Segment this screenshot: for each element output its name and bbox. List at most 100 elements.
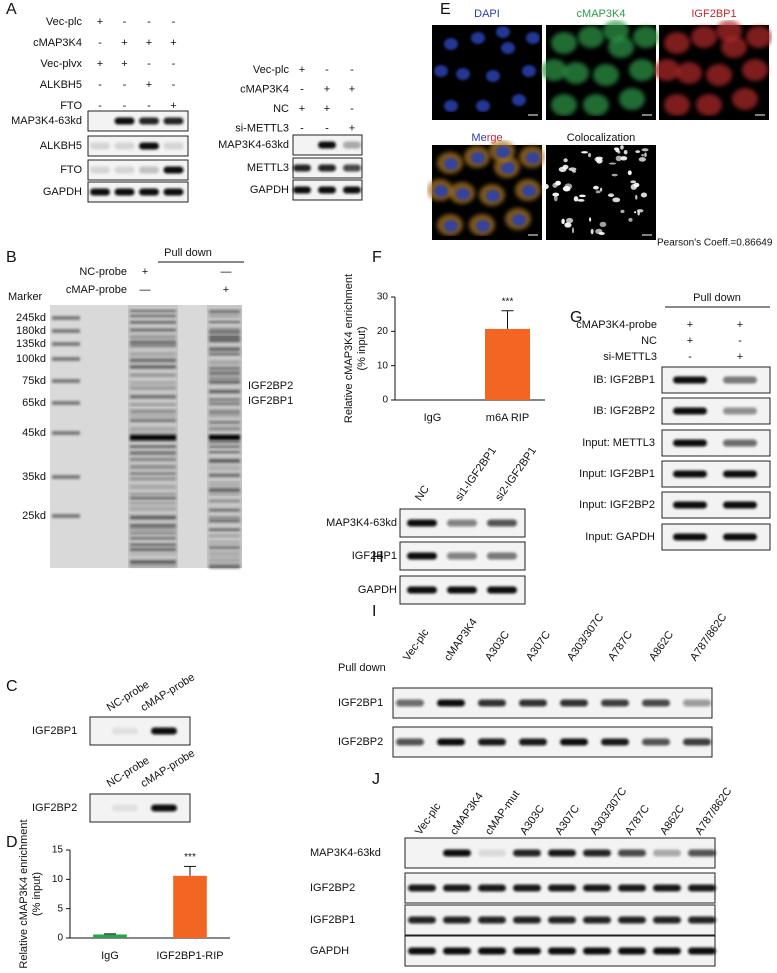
blot-band <box>318 186 336 194</box>
gel-band <box>130 365 176 369</box>
blot-band <box>583 849 611 857</box>
y-tick-label: 0 <box>382 395 388 406</box>
cell-body <box>583 94 609 116</box>
blot-band <box>447 586 477 594</box>
condition-sign: + <box>97 16 103 28</box>
blot-band <box>408 916 436 924</box>
marker-label: 135kd <box>16 338 46 350</box>
lane-label: si2-IGF2BP1 <box>493 445 539 503</box>
bar <box>485 328 530 400</box>
blot-band <box>683 738 711 746</box>
blot-band <box>673 439 707 447</box>
nucleus <box>476 100 490 112</box>
blot-band <box>478 738 506 746</box>
merge-part: Me <box>471 132 486 144</box>
blot-label: GAPDH <box>43 186 82 198</box>
blot-band <box>407 519 437 527</box>
marker-label: 75kd <box>22 375 46 387</box>
condition-sign: + <box>97 58 103 70</box>
gel-band <box>130 472 176 475</box>
marker-label: 100kd <box>16 353 46 365</box>
panel-label: C <box>6 678 18 695</box>
cell-body <box>633 26 659 48</box>
blot-band <box>114 166 135 174</box>
blot-label: FTO <box>60 164 82 176</box>
gel-band <box>209 451 240 454</box>
cell-body <box>706 64 732 86</box>
lane-label: A303C <box>518 803 547 837</box>
gel-band <box>130 445 176 448</box>
nucleus <box>434 185 448 197</box>
condition-label: si-METTL3 <box>603 351 657 363</box>
blot-frame <box>87 135 189 157</box>
blot-band <box>478 699 506 707</box>
gel-band <box>130 477 176 481</box>
blot-band <box>548 916 576 924</box>
condition-sign: - <box>147 58 151 70</box>
panel-label: D <box>6 834 18 851</box>
blot-frame <box>87 159 189 181</box>
gel-band <box>209 545 240 550</box>
coloc-spot <box>542 184 549 190</box>
coloc-spot <box>641 154 644 157</box>
condition-label: ALKBH5 <box>40 79 82 91</box>
coloc-spot <box>628 218 632 222</box>
coloc-spot <box>616 156 622 162</box>
blot-label: IGF2BP1 <box>338 697 383 709</box>
coloc-spot <box>624 150 628 154</box>
lane-label: A787C <box>606 629 635 663</box>
y-axis-label: Relative cMAP3K4 enrichment <box>343 274 355 423</box>
coloc-spot <box>561 219 565 225</box>
marker-band <box>52 379 80 383</box>
condition-sign: - <box>300 122 304 134</box>
cell-body <box>664 94 690 116</box>
condition-sign: + <box>687 319 693 331</box>
condition-sign: + <box>299 64 305 76</box>
coloc-spot <box>600 188 602 192</box>
blot-band <box>151 804 177 812</box>
panel-label: E <box>440 1 451 18</box>
micrograph-cells <box>541 20 659 116</box>
gel-band <box>209 331 240 334</box>
gel-band <box>209 376 240 381</box>
blot-band <box>583 947 611 955</box>
coloc-spot <box>620 156 627 160</box>
marker-band <box>52 357 80 361</box>
bar <box>173 875 207 938</box>
gel-band <box>130 320 176 324</box>
blot-band <box>293 164 311 172</box>
blot-band <box>688 884 716 892</box>
blot-band <box>343 164 361 172</box>
gel-band <box>130 523 176 528</box>
nucleus <box>501 162 515 174</box>
nucleus <box>512 94 526 106</box>
condition-sign: + <box>324 103 330 115</box>
coloc-spot <box>563 186 571 191</box>
cell-body <box>619 88 645 110</box>
lane-label: cMAP3K4 <box>448 790 486 837</box>
nucleus <box>476 220 490 232</box>
coloc-spot <box>641 193 647 198</box>
y-axis-label: (% input) <box>31 872 43 916</box>
blot-label: Input: IGF2BP1 <box>579 468 655 480</box>
condition-label: cMAP3K4 <box>33 37 82 49</box>
y-tick-label: 10 <box>52 874 64 885</box>
coloc-spot <box>595 229 602 234</box>
gel-band <box>130 381 176 385</box>
coloc-spot <box>596 190 601 193</box>
x-tick-label: IgG <box>424 412 442 424</box>
lane-label: Vec-plc <box>401 627 432 664</box>
cell-body <box>691 26 717 48</box>
nucleus <box>512 214 526 226</box>
gel-band <box>209 564 240 569</box>
blot-frame <box>87 110 189 132</box>
gel-band <box>209 445 240 448</box>
condition-sign: + <box>121 37 127 49</box>
gel-band <box>130 328 176 332</box>
condition-sign: + <box>121 58 127 70</box>
blot-band <box>513 884 541 892</box>
blot-band <box>487 552 517 560</box>
gel-band <box>209 492 240 495</box>
blot-band <box>723 376 757 384</box>
lane-label: A307C <box>553 803 582 837</box>
